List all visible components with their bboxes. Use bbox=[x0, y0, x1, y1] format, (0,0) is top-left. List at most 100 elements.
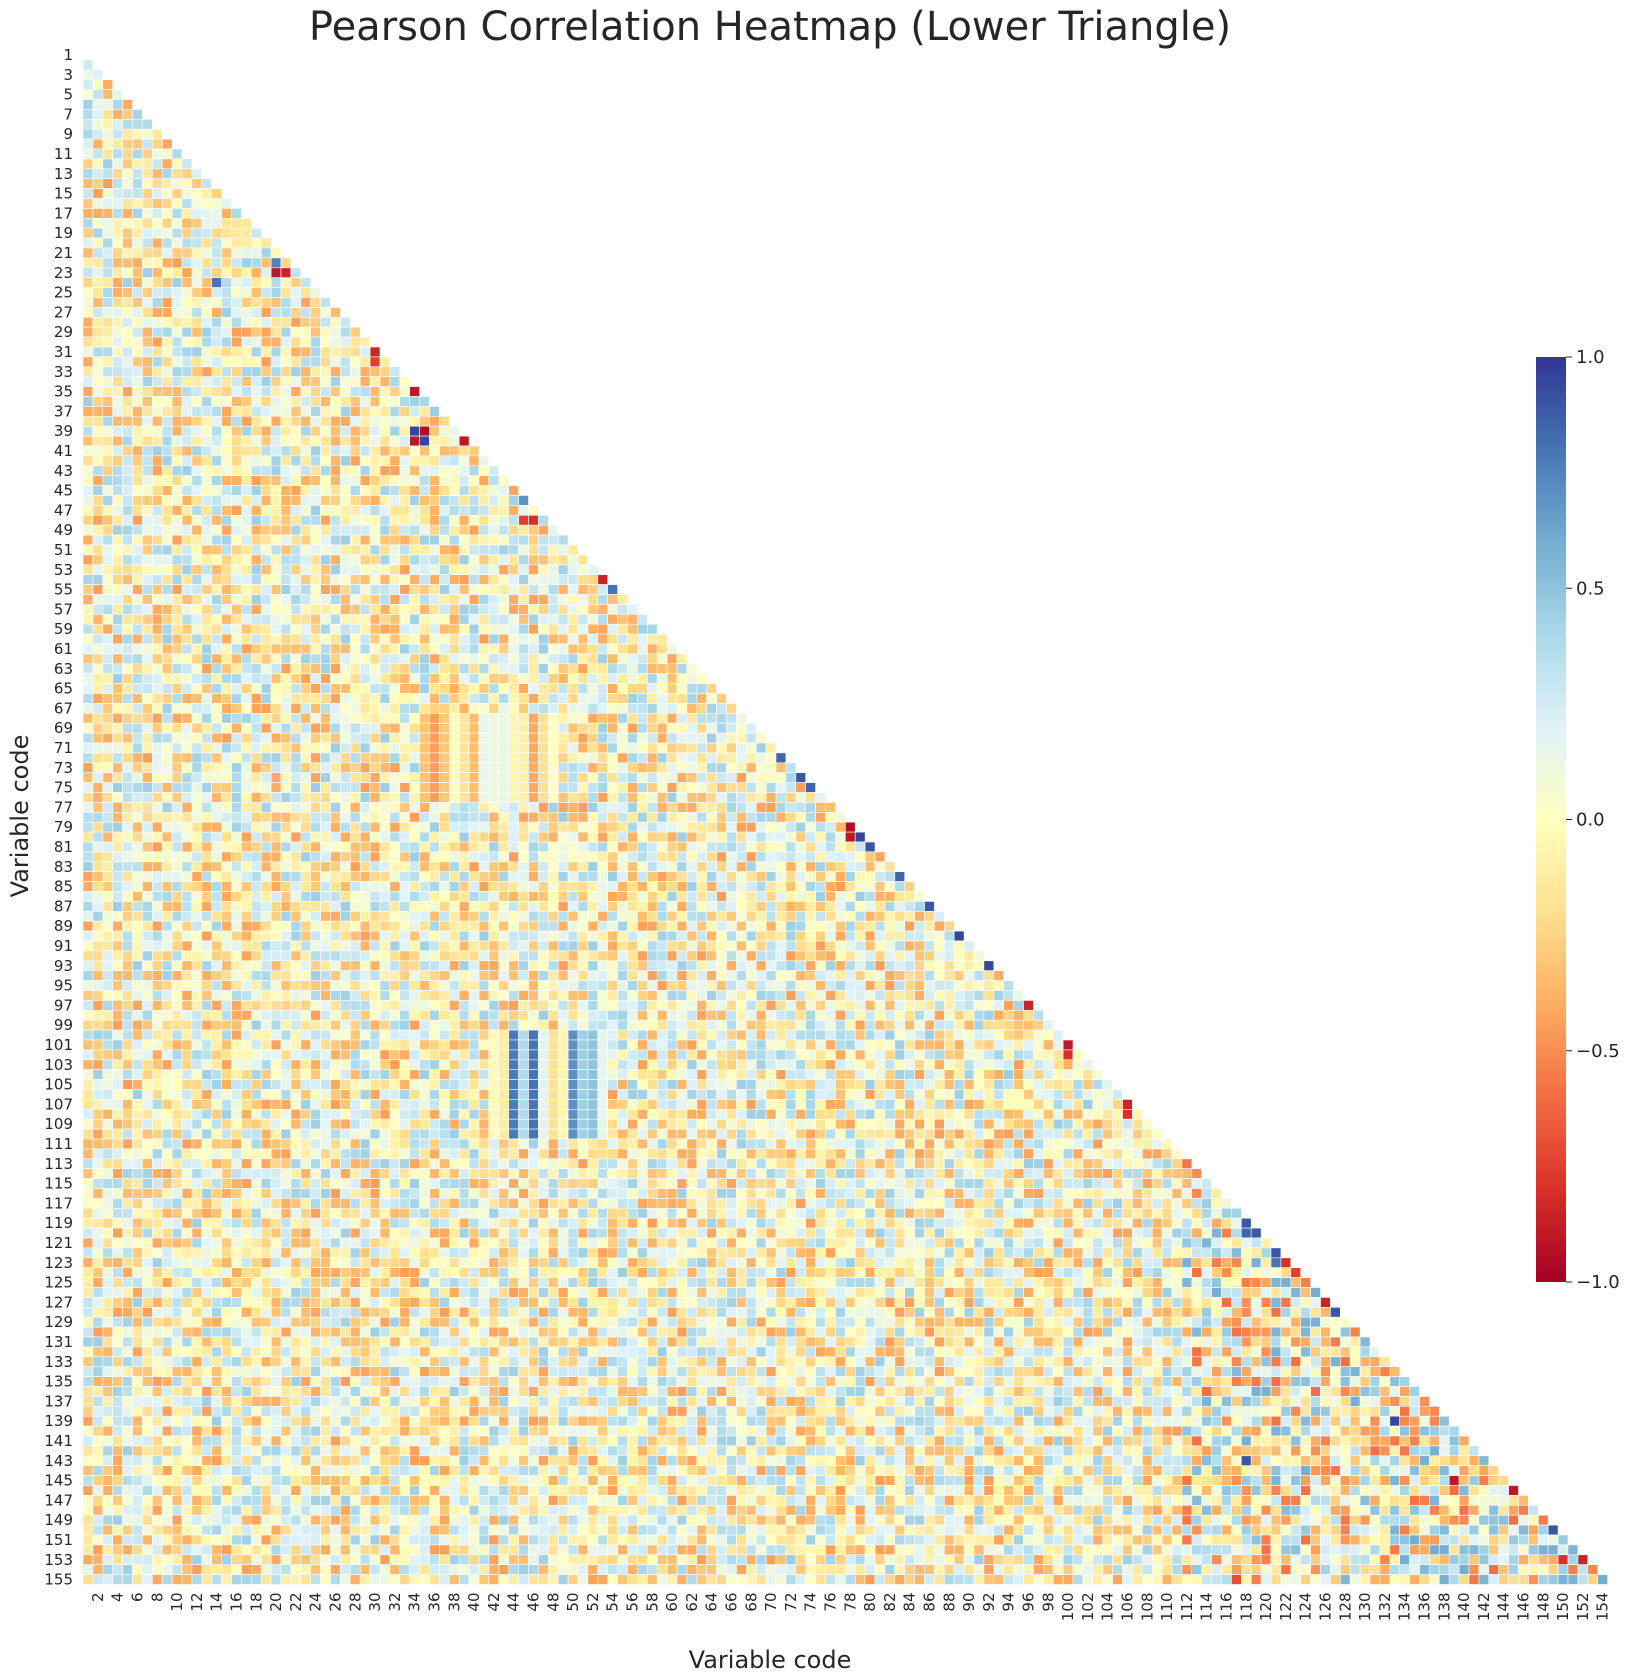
heatmap-cell bbox=[448, 653, 460, 665]
heatmap-cell bbox=[706, 802, 717, 813]
heatmap-cell bbox=[359, 623, 371, 635]
heatmap-cell bbox=[805, 881, 816, 892]
heatmap-cell bbox=[666, 831, 678, 843]
heatmap-cell bbox=[132, 465, 143, 476]
heatmap-cell bbox=[557, 920, 569, 932]
heatmap-cell bbox=[92, 792, 104, 803]
heatmap-cell bbox=[349, 980, 361, 991]
heatmap-cell bbox=[161, 584, 173, 595]
heatmap-cell bbox=[518, 722, 529, 734]
heatmap-cell bbox=[359, 901, 371, 912]
heatmap-cell bbox=[488, 693, 500, 704]
heatmap-cell bbox=[320, 633, 331, 645]
heatmap-cell bbox=[458, 920, 470, 932]
heatmap-cell bbox=[854, 930, 866, 942]
heatmap-cell bbox=[359, 851, 371, 863]
heatmap-cell bbox=[171, 802, 183, 813]
heatmap-cell bbox=[92, 257, 104, 269]
heatmap-cell bbox=[854, 1000, 866, 1011]
heatmap-cell bbox=[379, 435, 391, 447]
heatmap-cell bbox=[241, 396, 252, 407]
heatmap-cell bbox=[825, 970, 836, 981]
heatmap-cell bbox=[191, 821, 203, 833]
heatmap-cell bbox=[815, 1019, 826, 1031]
heatmap-cell bbox=[161, 514, 173, 526]
heatmap-cell bbox=[132, 346, 143, 358]
heatmap-cell bbox=[369, 762, 381, 773]
heatmap-cell bbox=[409, 386, 420, 397]
heatmap-cell bbox=[399, 406, 410, 417]
heatmap-cell bbox=[478, 742, 490, 754]
heatmap-cell bbox=[488, 564, 500, 575]
heatmap-cell bbox=[102, 821, 114, 833]
heatmap-cell bbox=[478, 584, 490, 595]
heatmap-cell bbox=[775, 752, 787, 764]
heatmap-cell bbox=[656, 881, 668, 892]
heatmap-cell bbox=[557, 802, 569, 813]
heatmap-cell bbox=[161, 307, 173, 318]
heatmap-cell bbox=[231, 227, 242, 239]
heatmap-cell bbox=[795, 930, 806, 942]
heatmap-cell bbox=[409, 802, 420, 813]
heatmap-cell bbox=[349, 1029, 361, 1041]
heatmap-cell bbox=[448, 534, 460, 546]
heatmap-cell bbox=[429, 524, 440, 536]
heatmap-cell bbox=[656, 683, 668, 694]
heatmap-cell bbox=[785, 1029, 797, 1041]
heatmap-cell bbox=[102, 960, 114, 971]
heatmap-cell bbox=[528, 782, 539, 793]
heatmap-cell bbox=[686, 910, 698, 922]
heatmap-cell bbox=[241, 821, 252, 833]
heatmap-cell bbox=[359, 633, 371, 645]
heatmap-cell bbox=[201, 960, 213, 971]
heatmap-cell bbox=[201, 406, 213, 417]
heatmap-cell bbox=[340, 445, 351, 457]
heatmap-cell bbox=[171, 455, 183, 467]
heatmap-cell bbox=[231, 703, 242, 714]
heatmap-cell bbox=[805, 1000, 816, 1011]
heatmap-cell bbox=[241, 316, 252, 328]
heatmap-cell bbox=[369, 584, 381, 595]
heatmap-cell bbox=[102, 495, 114, 506]
heatmap-cell bbox=[260, 851, 272, 863]
heatmap-cell bbox=[82, 663, 94, 674]
heatmap-cell bbox=[379, 653, 391, 665]
heatmap-cell bbox=[528, 544, 539, 556]
heatmap-cell bbox=[844, 831, 856, 843]
heatmap-cell bbox=[547, 782, 559, 793]
heatmap-cell bbox=[270, 940, 282, 952]
heatmap-cell bbox=[201, 782, 213, 793]
heatmap-cell bbox=[310, 396, 321, 407]
heatmap-cell bbox=[181, 524, 193, 536]
heatmap-cell bbox=[349, 376, 361, 387]
heatmap-cell bbox=[617, 653, 628, 665]
heatmap-cell bbox=[617, 623, 628, 635]
heatmap-cell bbox=[448, 485, 460, 496]
heatmap-cell bbox=[132, 881, 143, 892]
heatmap-cell bbox=[567, 712, 579, 724]
heatmap-cell bbox=[270, 693, 282, 704]
heatmap-cell bbox=[112, 920, 123, 932]
heatmap-cell bbox=[201, 356, 213, 368]
heatmap-cell bbox=[340, 544, 351, 556]
heatmap-cell bbox=[429, 415, 440, 427]
heatmap-cell bbox=[112, 406, 123, 417]
heatmap-cell bbox=[221, 910, 232, 922]
heatmap-cell bbox=[458, 435, 470, 447]
heatmap-cell bbox=[241, 435, 252, 447]
heatmap-cell bbox=[795, 792, 806, 803]
heatmap-cell bbox=[419, 544, 430, 556]
heatmap-cell bbox=[241, 237, 252, 249]
heatmap-cell bbox=[478, 1009, 490, 1021]
heatmap-cell bbox=[716, 752, 727, 764]
heatmap-cell bbox=[359, 445, 371, 457]
heatmap-cell bbox=[280, 455, 292, 467]
heatmap-cell bbox=[142, 901, 153, 912]
heatmap-cell bbox=[627, 1009, 638, 1021]
heatmap-cell bbox=[112, 425, 123, 437]
heatmap-cell bbox=[231, 435, 242, 447]
heatmap-cell bbox=[409, 574, 420, 585]
heatmap-cell bbox=[557, 950, 569, 962]
heatmap-cell bbox=[617, 604, 628, 615]
heatmap-cell bbox=[330, 564, 341, 575]
